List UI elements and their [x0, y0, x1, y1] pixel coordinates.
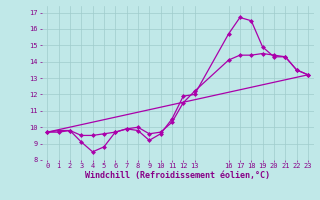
- X-axis label: Windchill (Refroidissement éolien,°C): Windchill (Refroidissement éolien,°C): [85, 171, 270, 180]
